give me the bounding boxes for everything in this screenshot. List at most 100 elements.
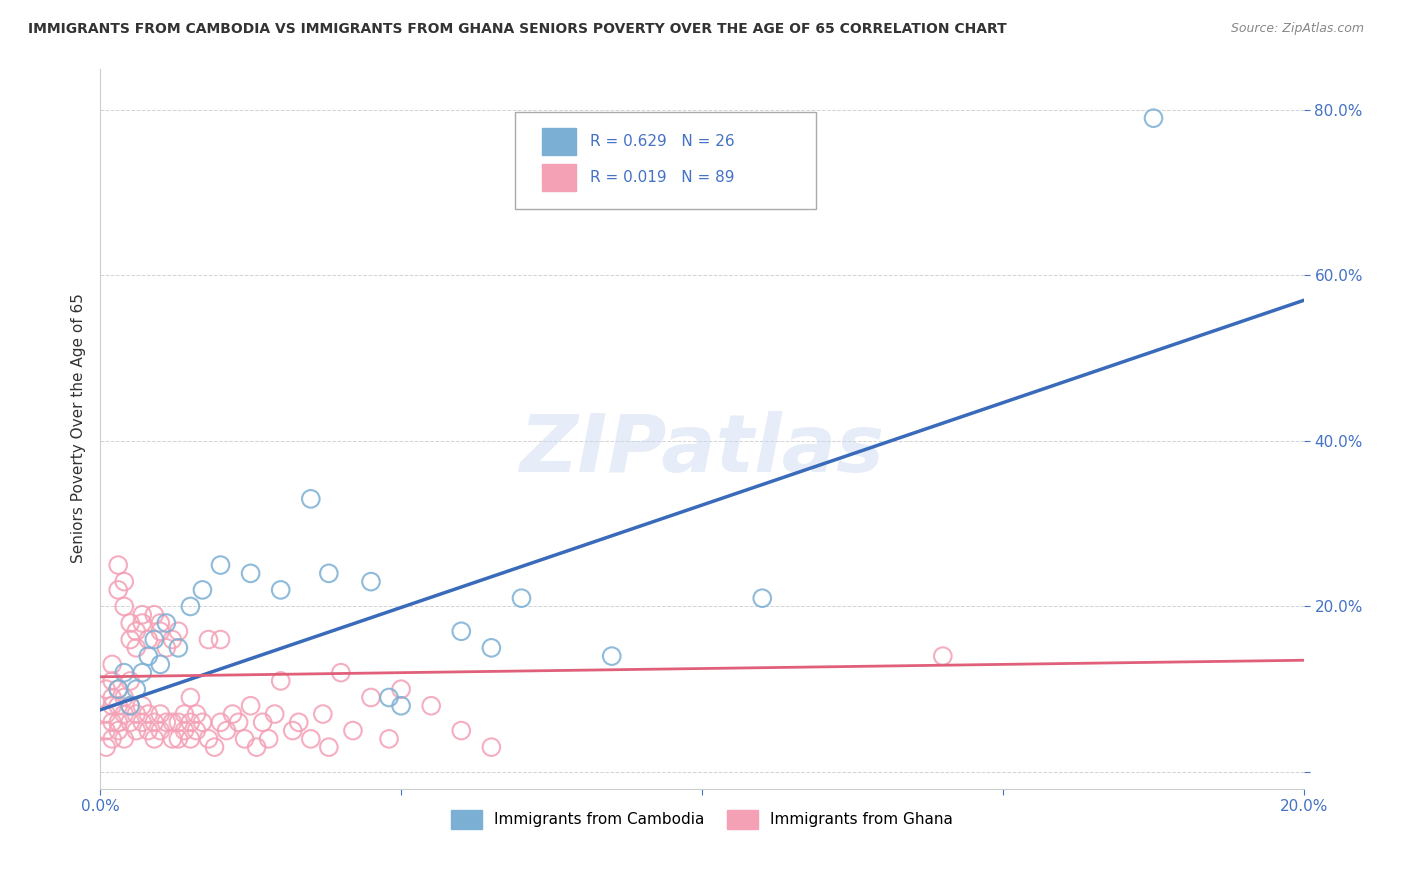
Point (167, 731, 190, 746)
Point (120, 698, 142, 713)
Point (233, 731, 256, 746)
Point (149, 657, 172, 672)
Point (239, 698, 262, 713)
Point (112, 731, 135, 746)
Point (600, 649, 623, 664)
Point (329, 665, 352, 680)
Point (101, 698, 124, 713)
Point (143, 731, 166, 746)
Point (107, 715, 129, 730)
Point (94, 706, 117, 721)
Point (197, 632, 219, 647)
Point (342, 723, 364, 738)
Point (107, 698, 129, 713)
Point (167, 624, 190, 639)
Point (318, 740, 340, 755)
Point (209, 632, 232, 647)
Point (360, 690, 382, 705)
Point (197, 731, 219, 746)
Point (299, 731, 322, 746)
Point (932, 649, 955, 664)
Point (101, 673, 124, 688)
Text: Source: ZipAtlas.com: Source: ZipAtlas.com (1230, 22, 1364, 36)
Point (131, 665, 153, 680)
Point (107, 682, 129, 697)
Point (136, 632, 159, 647)
Point (155, 715, 177, 730)
Text: ZIPatlas: ZIPatlas (520, 411, 884, 489)
Point (136, 723, 159, 738)
Point (107, 582, 129, 597)
Point (131, 698, 153, 713)
Point (191, 715, 214, 730)
Point (479, 640, 502, 655)
Point (1142, 111, 1164, 125)
Point (228, 715, 250, 730)
Point (179, 715, 201, 730)
Point (162, 632, 184, 647)
Point (299, 491, 322, 506)
Point (479, 740, 502, 755)
Point (751, 591, 773, 606)
Point (125, 624, 148, 639)
Point (149, 723, 172, 738)
Point (246, 740, 269, 755)
Point (136, 649, 159, 664)
Point (263, 706, 285, 721)
Point (167, 640, 190, 655)
Text: R = 0.019   N = 89: R = 0.019 N = 89 (591, 169, 734, 185)
Point (101, 715, 124, 730)
Point (143, 632, 166, 647)
Point (173, 723, 195, 738)
Point (120, 673, 142, 688)
Point (94, 723, 117, 738)
Point (510, 591, 533, 606)
Point (149, 706, 172, 721)
Point (107, 558, 129, 572)
Point (162, 715, 184, 730)
Point (389, 698, 412, 713)
Point (191, 582, 214, 597)
Point (204, 740, 226, 755)
Point (125, 723, 148, 738)
Point (155, 640, 177, 655)
Point (318, 566, 340, 581)
Point (107, 723, 129, 738)
Point (101, 657, 124, 672)
Point (149, 624, 172, 639)
Point (215, 723, 238, 738)
Point (155, 615, 177, 630)
Point (112, 706, 135, 721)
Point (209, 558, 232, 572)
Point (378, 731, 401, 746)
Point (450, 624, 472, 639)
Point (378, 690, 401, 705)
Point (179, 731, 201, 746)
Point (94, 682, 117, 697)
Point (173, 706, 195, 721)
Point (252, 715, 274, 730)
Point (281, 723, 304, 738)
Point (209, 715, 232, 730)
Point (149, 615, 172, 630)
Point (120, 698, 142, 713)
Point (125, 682, 148, 697)
Point (120, 632, 142, 647)
Point (179, 690, 201, 705)
Point (131, 715, 153, 730)
Point (112, 599, 135, 614)
Point (167, 715, 190, 730)
Point (312, 706, 335, 721)
Point (101, 731, 124, 746)
Bar (541, 128, 575, 155)
Text: R = 0.629   N = 26: R = 0.629 N = 26 (591, 134, 735, 149)
Point (221, 706, 243, 721)
Point (450, 723, 472, 738)
Point (360, 574, 382, 589)
Point (186, 723, 208, 738)
Point (389, 682, 412, 697)
Point (179, 599, 201, 614)
Point (120, 715, 142, 730)
Point (143, 715, 166, 730)
Point (420, 698, 443, 713)
